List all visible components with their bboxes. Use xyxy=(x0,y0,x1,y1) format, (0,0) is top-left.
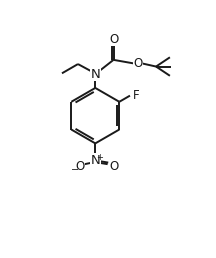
Text: +: + xyxy=(96,153,103,162)
Text: O: O xyxy=(109,33,118,46)
Text: O: O xyxy=(133,57,143,70)
Text: N: N xyxy=(91,68,100,80)
Text: O: O xyxy=(109,160,118,173)
Text: N: N xyxy=(91,154,100,167)
Text: F: F xyxy=(133,89,140,102)
Text: O: O xyxy=(75,160,84,173)
Text: −: − xyxy=(71,165,79,175)
